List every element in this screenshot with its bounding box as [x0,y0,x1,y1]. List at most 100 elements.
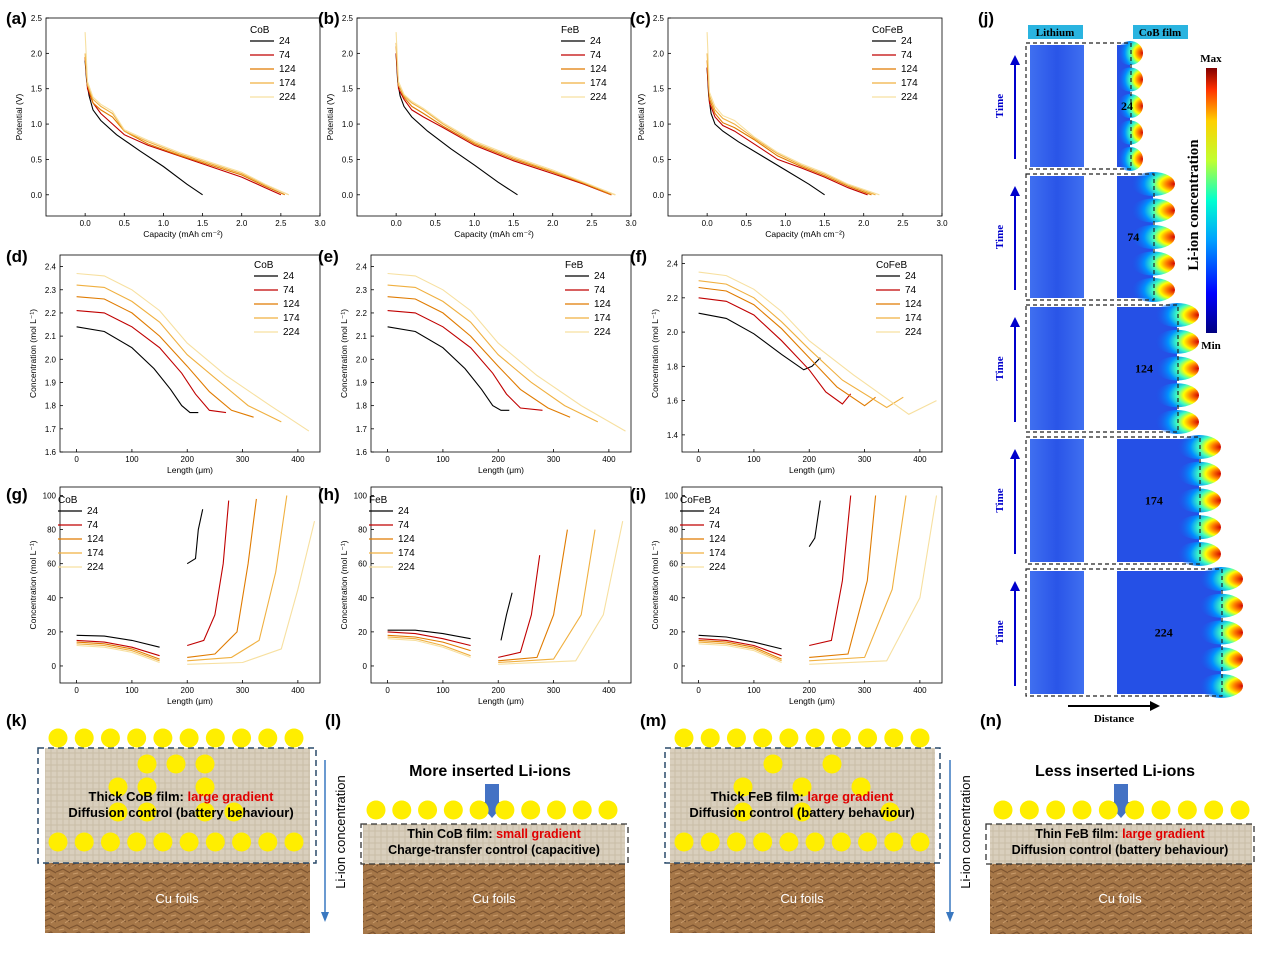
x-tick-label: 100 [747,686,761,695]
plot-frame [681,254,943,453]
legend-label-174: 174 [279,78,296,89]
legend-label-224: 224 [594,327,611,338]
li-ion [74,832,94,852]
series-line-124 [76,296,254,418]
y-tick-label: 20 [358,628,367,637]
y-tick-label: 2.1 [356,332,368,341]
y-tick-label: 2.5 [31,14,43,23]
film-boundary [360,823,629,865]
hot-spot [1131,251,1175,276]
y-axis-label: Concentration (mol L⁻¹) [339,540,349,629]
legend-label-124: 124 [709,534,726,545]
time-label: Time [994,225,1006,249]
x-tick-label: 100 [436,686,450,695]
series-line-224 [698,495,938,665]
x-tick-label: 200 [181,455,195,464]
map-frame [1025,173,1155,301]
x-tick-label: 0.0 [391,219,403,228]
panel-label-i: (i) [630,485,646,504]
series-line-24 [387,326,510,411]
legend-label-124: 124 [87,534,104,545]
y-tick-label: 60 [358,560,367,569]
x-tick-label: 0 [696,686,701,695]
panel-k: Thick CoB film: large gradient Diffusion… [37,728,348,933]
li-ion [366,800,386,820]
map-frame [1025,42,1132,170]
li-ion [195,802,215,822]
k-line1: Thick CoB film: large gradient [89,789,275,804]
li-ion-beads [48,728,304,852]
legend-label-174: 174 [905,313,922,324]
x-tick-label: 100 [747,455,761,464]
li-ion [858,832,878,852]
x-tick-label: 200 [803,686,817,695]
time-arrow-head [1010,55,1020,65]
hot-spot [1177,435,1221,459]
m-cu-label: Cu foils [780,891,824,906]
li-ion [993,800,1013,820]
series-line-224 [698,271,937,415]
x-tick-label: 200 [181,686,195,695]
series-line-74 [706,67,868,196]
li-ion [733,777,753,797]
x-tick-label: 0.5 [430,219,442,228]
x-tick-label: 400 [913,686,927,695]
x-tick-label: 300 [858,455,872,464]
y-tick-label: 2.0 [356,355,368,364]
time-label: Time [994,620,1006,644]
panel-label-n: (n) [980,711,1002,730]
legend-title: CoB [250,25,270,36]
y-tick-label: 0.5 [653,155,665,164]
time-arrow-head [1010,186,1020,196]
li-ion [598,800,618,820]
x-tick-label: 2.5 [897,219,909,228]
x-tick-label: 400 [602,686,616,695]
x-tick-label: 100 [125,686,139,695]
hot-spot [1199,567,1243,591]
k-cu-label: Cu foils [155,891,199,906]
legend-label-124: 124 [905,299,922,310]
cu-foil [45,863,310,933]
legend-label-224: 224 [87,562,104,573]
li-ion [495,800,515,820]
y-tick-label: 0.0 [342,191,354,200]
li-ion [1204,800,1224,820]
li-ion [224,802,244,822]
x-tick-label: 2.0 [236,219,248,228]
legend-label-224: 224 [398,562,415,573]
legend-label-224: 224 [709,562,726,573]
chart-d: 0 100 200 300 400 1.6 1.7 1.8 1.9 2.0 2.1 2.2 2.3 2.4… [28,254,321,475]
y-tick-label: 1.7 [356,425,368,434]
hot-spot [1117,147,1143,171]
k-line2: Diffusion control (battery behaviour) [68,805,293,820]
y-tick-label: 2.0 [653,49,665,58]
cu-foil [990,864,1252,934]
x-axis-label: Length (μm) [478,696,524,706]
time-label: Time [994,356,1006,380]
legend-label-24: 24 [283,271,295,282]
legend-label-124: 124 [398,534,415,545]
y-axis-label: Concentration (mol L⁻¹) [650,309,660,398]
x-tick-label: 400 [602,455,616,464]
legend-label-24: 24 [901,36,913,47]
legend-title: CoFeB [680,495,711,506]
film-label: CoB film [1139,27,1181,39]
li-ion [74,728,94,748]
li-ion [179,728,199,748]
hot-spot [1131,172,1175,196]
li-ion [1019,800,1039,820]
y-tick-label: 40 [47,594,56,603]
legend-title: CoB [58,495,78,506]
y-axis-label: Concentration (mol L⁻¹) [339,309,349,398]
x-tick-label: 0 [74,686,79,695]
legend-label-224: 224 [901,92,918,103]
hot-spot [1117,67,1143,92]
li-ion [205,728,225,748]
y-tick-label: 1.8 [667,362,679,371]
panel-label-d: (d) [6,247,28,266]
hot-spot [1155,303,1199,327]
x-tick-label: 300 [236,455,250,464]
x-tick-label: 100 [436,455,450,464]
y-tick-label: 2.3 [45,286,57,295]
li-ion [805,728,825,748]
